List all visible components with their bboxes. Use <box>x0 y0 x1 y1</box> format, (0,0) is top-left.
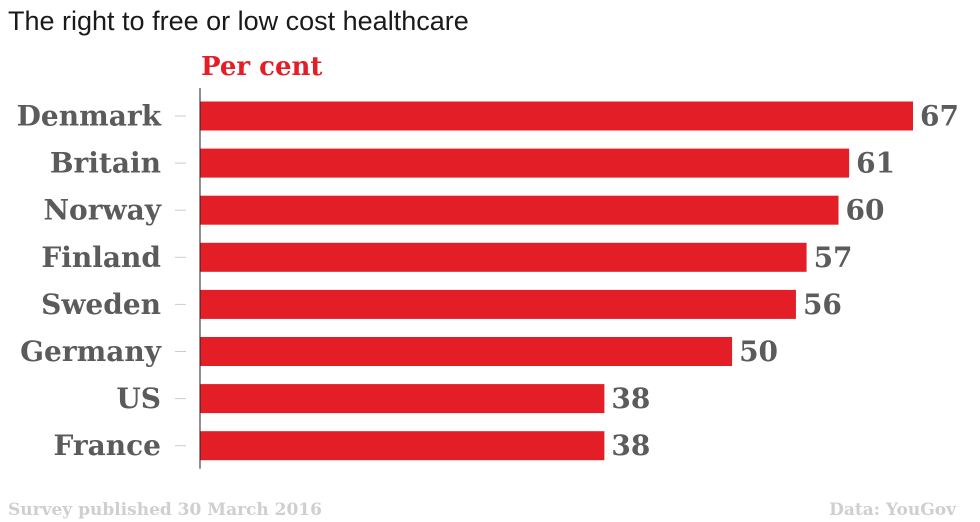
category-label: US <box>116 382 161 415</box>
category-label: Denmark <box>17 100 162 133</box>
value-label: 38 <box>611 429 650 462</box>
unit-label: Per cent <box>201 52 323 82</box>
bar <box>200 289 796 319</box>
category-label: Sweden <box>41 288 161 321</box>
bar <box>200 101 913 131</box>
footer-survey-note: Survey published 30 March 2016 <box>8 500 322 520</box>
category-label: Norway <box>43 194 161 227</box>
category-label: Britain <box>50 147 161 180</box>
value-label: 60 <box>846 194 885 227</box>
value-label: 50 <box>739 335 778 368</box>
bar <box>200 195 839 225</box>
footer-source-credit: Data: YouGov <box>829 500 956 520</box>
bar <box>200 148 850 178</box>
category-label: Germany <box>20 335 162 368</box>
bar <box>200 337 733 366</box>
value-label: 57 <box>814 241 853 274</box>
category-label: Finland <box>41 241 161 274</box>
category-label: France <box>53 429 161 462</box>
bars-layer: Denmark 67 Britain 61 Norway 60 Finland 57 Swede… <box>17 100 959 463</box>
value-label: 56 <box>803 288 842 321</box>
value-label: 67 <box>920 100 959 133</box>
bar <box>200 431 605 461</box>
bar <box>200 384 605 414</box>
chart-title: The right to free or low cost healthcare <box>8 6 469 36</box>
bar <box>200 242 807 272</box>
value-label: 38 <box>611 382 650 415</box>
value-label: 61 <box>856 147 895 180</box>
